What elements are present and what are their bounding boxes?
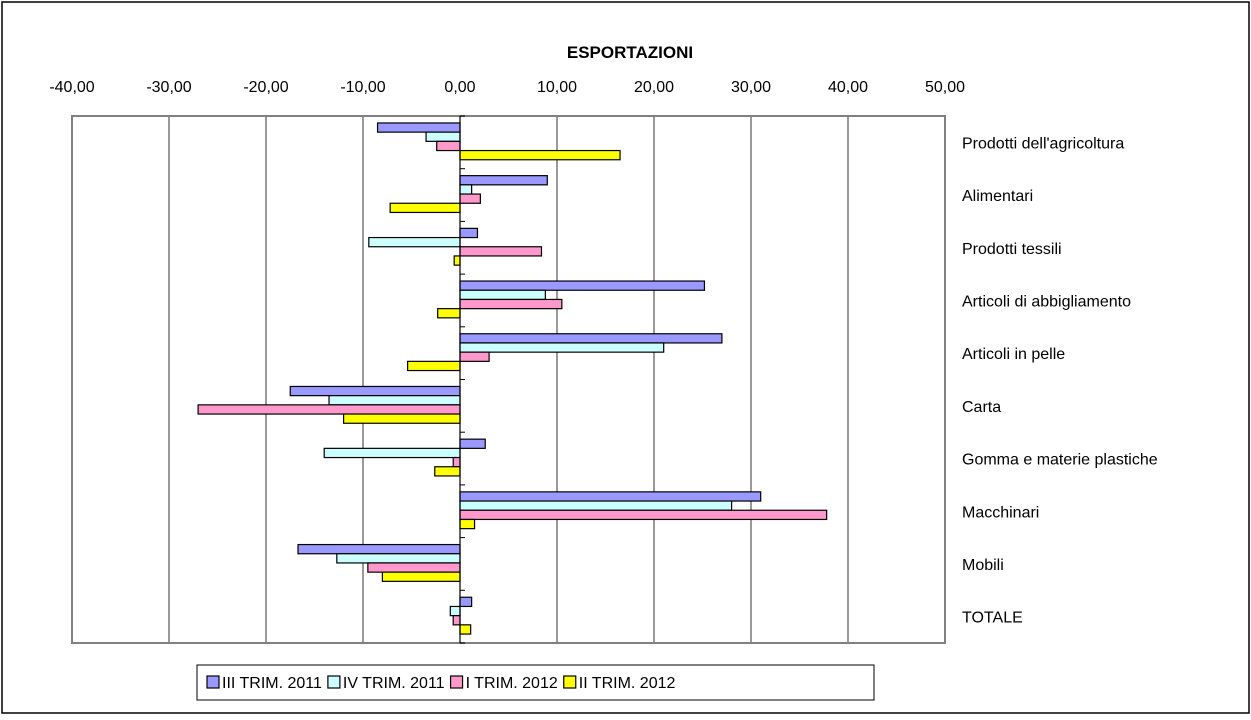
- bar: [407, 360, 461, 372]
- bar: [297, 543, 461, 555]
- x-tick-label: 40,00: [828, 79, 868, 96]
- x-tick-label: 0,00: [444, 79, 475, 96]
- category-label: Alimentari: [962, 188, 1033, 205]
- bar: [436, 140, 461, 152]
- bar: [459, 596, 473, 608]
- plot-area: [72, 116, 945, 643]
- bar: [459, 518, 476, 530]
- x-tick-label: 10,00: [537, 79, 577, 96]
- x-tick-label: -40,00: [49, 79, 94, 96]
- bar: [459, 193, 481, 204]
- bar: [459, 298, 563, 310]
- legend-swatch: [563, 675, 577, 689]
- x-axis-tick-labels: -40,00 -30,00 -20,00 -10,00 0,00 10,00 20,00 30…: [49, 79, 965, 96]
- category-label: Macchinari: [962, 504, 1039, 521]
- bar: [328, 395, 461, 406]
- axes: [71, 115, 946, 644]
- bar: [459, 333, 723, 344]
- bar: [425, 131, 461, 142]
- legend-swatch: [449, 675, 464, 689]
- bar: [336, 553, 461, 564]
- bar: [368, 236, 461, 248]
- x-tick-label: -10,00: [340, 79, 385, 96]
- bar: [459, 491, 762, 502]
- bar: [459, 342, 665, 353]
- bar: [459, 227, 479, 239]
- category-label: Prodotti tessili: [962, 241, 1062, 258]
- bar: [323, 447, 461, 459]
- bar: [343, 413, 461, 424]
- bar: [459, 175, 548, 186]
- chart-title: ESPORTAZIONI: [567, 43, 693, 62]
- x-tick-label: 50,00: [925, 79, 965, 96]
- legend: III TRIM. 2011 IV TRIM. 2011 I TRIM. 2012 I…: [196, 664, 875, 701]
- legend-swatch: [327, 675, 341, 689]
- bar: [459, 438, 486, 449]
- x-tick-label: -30,00: [146, 79, 191, 96]
- bar: [459, 509, 828, 521]
- bar: [459, 351, 490, 362]
- plot-frame: [71, 115, 946, 644]
- bar: [452, 456, 461, 468]
- bar: [367, 562, 461, 573]
- category-labels: Prodotti dell'agricoltura Alimentari Prodo…: [962, 135, 1158, 626]
- category-label: Articoli in pelle: [962, 346, 1065, 363]
- bar: [197, 404, 461, 415]
- bar: [459, 624, 472, 635]
- x-tick-label: 20,00: [634, 79, 674, 96]
- bar: [376, 122, 461, 133]
- bar: [289, 385, 461, 397]
- legend-box: [196, 664, 875, 701]
- bars: [197, 122, 828, 635]
- bar: [459, 184, 473, 195]
- bar: [459, 246, 543, 257]
- legend-label: III TRIM. 2011: [222, 675, 322, 692]
- category-label: Prodotti dell'agricoltura: [962, 135, 1124, 152]
- bar: [453, 255, 461, 266]
- legend-label: II TRIM. 2012: [579, 675, 676, 692]
- category-label: Gomma e materie plastiche: [962, 452, 1158, 469]
- x-tick-label: -20,00: [243, 79, 288, 96]
- bar: [381, 571, 461, 582]
- bar: [452, 615, 461, 626]
- bar: [434, 466, 461, 477]
- bar: [437, 308, 461, 319]
- category-label: TOTALE: [962, 610, 1023, 627]
- grid-lines: [71, 116, 946, 643]
- legend-label: IV TRIM. 2011: [343, 675, 445, 692]
- legend-swatch: [206, 675, 220, 689]
- bar: [389, 202, 461, 214]
- bar: [459, 500, 733, 511]
- legend-label: I TRIM. 2012: [466, 675, 558, 692]
- category-label: Articoli di abbigliamento: [962, 293, 1131, 310]
- category-label: Mobili: [962, 557, 1004, 574]
- bar: [459, 289, 546, 301]
- category-label: Carta: [962, 399, 1001, 416]
- bar: [459, 149, 621, 161]
- x-tick-label: 30,00: [731, 79, 771, 96]
- bar: [449, 605, 461, 617]
- bar: [459, 280, 706, 291]
